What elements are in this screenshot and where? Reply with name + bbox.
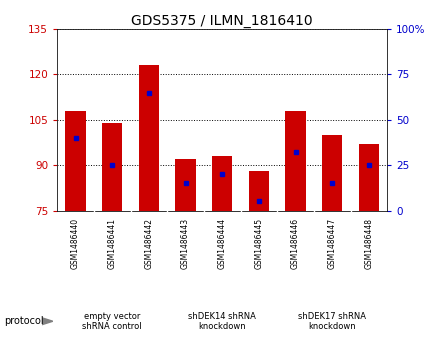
Text: GSM1486446: GSM1486446 (291, 217, 300, 269)
Text: empty vector
shRNA control: empty vector shRNA control (82, 311, 142, 331)
Text: GSM1486443: GSM1486443 (181, 217, 190, 269)
Bar (249, 171, 269, 211)
Text: GSM1486442: GSM1486442 (144, 217, 154, 269)
Polygon shape (42, 318, 53, 325)
Text: GSM1486444: GSM1486444 (218, 217, 227, 269)
Bar (286, 111, 306, 211)
Bar (322, 135, 342, 211)
Bar (212, 156, 232, 211)
Text: GSM1486448: GSM1486448 (364, 217, 374, 269)
Text: GSM1486447: GSM1486447 (328, 217, 337, 269)
Bar (176, 159, 196, 211)
Text: protocol: protocol (4, 316, 44, 326)
Bar (66, 111, 86, 211)
Text: shDEK17 shRNA
knockdown: shDEK17 shRNA knockdown (298, 311, 366, 331)
Bar (139, 65, 159, 211)
Bar (359, 144, 379, 211)
Text: GSM1486440: GSM1486440 (71, 217, 80, 269)
Text: GSM1486441: GSM1486441 (108, 217, 117, 269)
Text: shDEK14 shRNA
knockdown: shDEK14 shRNA knockdown (188, 311, 256, 331)
Text: GSM1486445: GSM1486445 (254, 217, 264, 269)
Title: GDS5375 / ILMN_1816410: GDS5375 / ILMN_1816410 (132, 14, 313, 28)
Bar (102, 123, 122, 211)
